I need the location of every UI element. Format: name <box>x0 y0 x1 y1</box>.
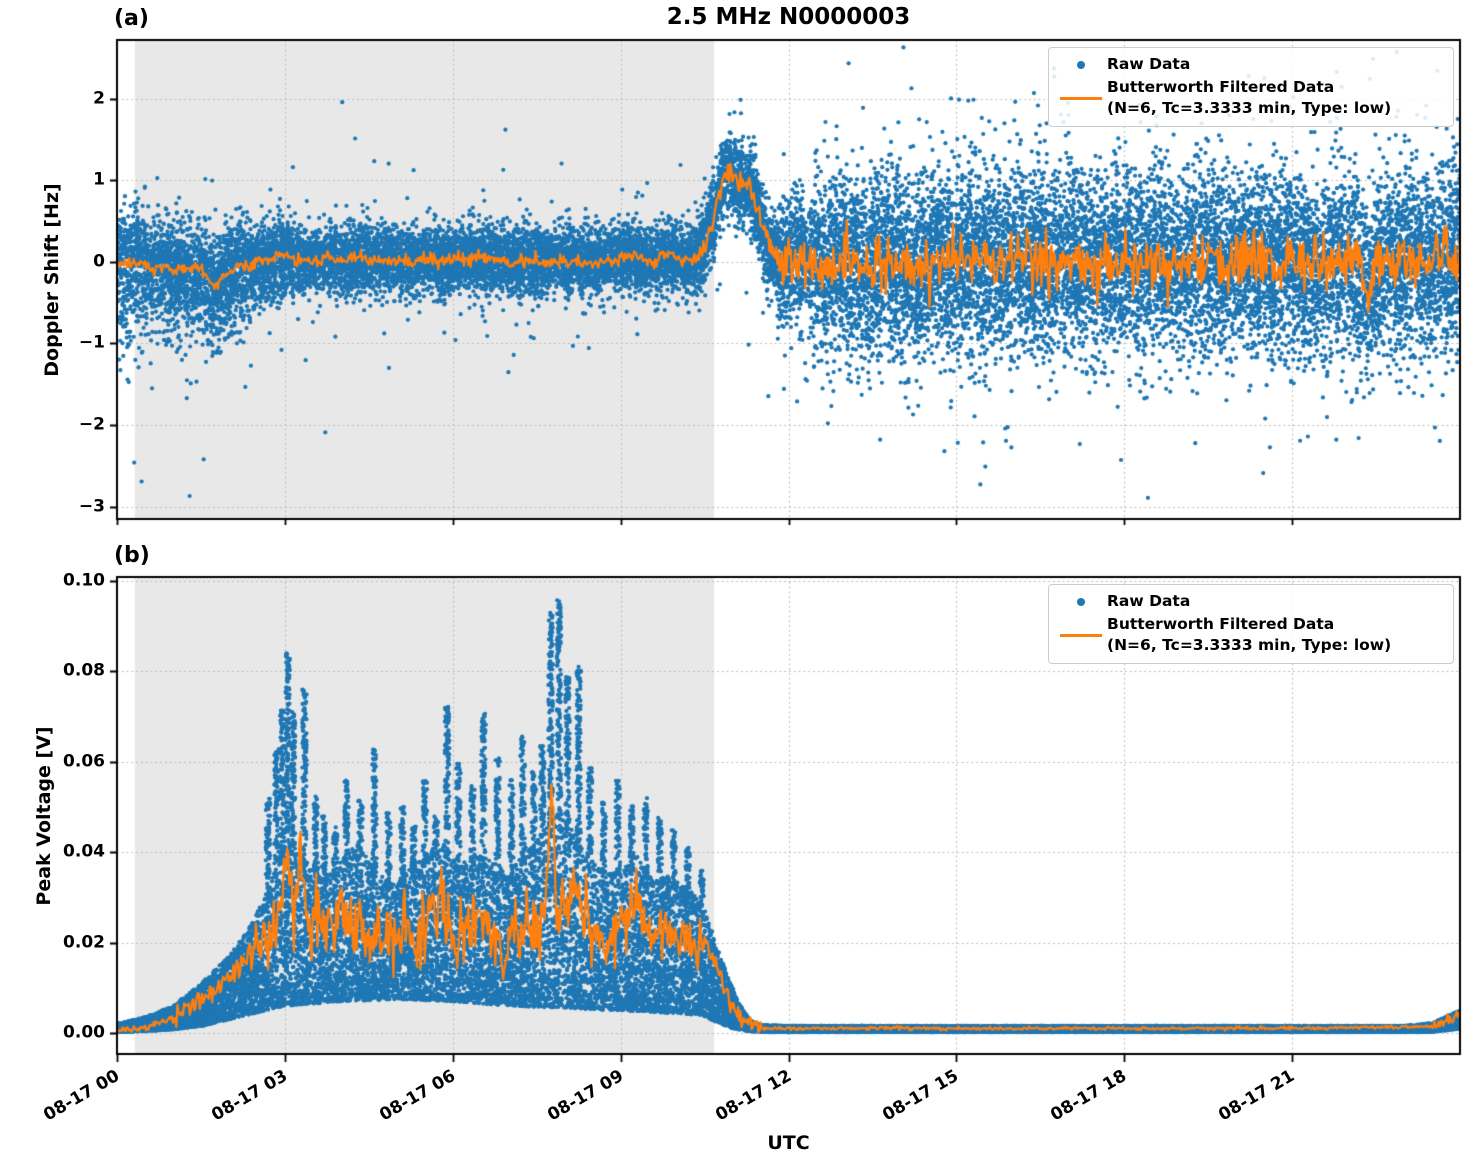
legend-entry-raw: Raw Data <box>1055 54 1443 75</box>
legend-a: Raw Data Butterworth Filtered Data (N=6,… <box>1048 47 1454 127</box>
y-tick-label-a-text: −3 <box>78 496 105 517</box>
legend-raw-label: Raw Data <box>1107 592 1191 610</box>
y-tick-label-a-text: −2 <box>78 414 105 435</box>
y-tick-label-b-text: 0.08 <box>63 661 105 682</box>
chart-title: 2.5 MHz N0000003 <box>666 4 911 30</box>
y-tick-label-b-text: 0.02 <box>63 932 105 953</box>
legend-filtered-label-line1: Butterworth Filtered Data <box>1107 78 1335 96</box>
panel-a-label: (a) <box>114 6 149 31</box>
y-tick-label-b-text: 0.00 <box>63 1022 105 1043</box>
y-tick-label-a-text: 2 <box>93 88 105 109</box>
legend-filtered-label-line2: (N=6, Tc=3.3333 min, Type: low) <box>1107 636 1392 654</box>
legend-entry-filtered: Butterworth Filtered Data (N=6, Tc=3.333… <box>1055 77 1443 119</box>
panel-b-label: (b) <box>114 543 150 568</box>
legend-filtered-label-line2: (N=6, Tc=3.3333 min, Type: low) <box>1107 99 1392 117</box>
legend-entry-filtered: Butterworth Filtered Data (N=6, Tc=3.333… <box>1055 614 1443 656</box>
y-tick-label-a-text: 0 <box>93 251 105 272</box>
y-tick-label-a-text: −1 <box>78 333 105 354</box>
legend-entry-raw: Raw Data <box>1055 591 1443 612</box>
x-axis-label: UTC <box>767 1132 810 1154</box>
y-axis-label-b: Peak Voltage [V] <box>33 726 55 906</box>
legend-raw-label: Raw Data <box>1107 55 1191 73</box>
y-tick-label-b-text: 0.04 <box>63 841 105 862</box>
filtered-line-marker-icon <box>1060 96 1102 100</box>
raw-data-marker-icon <box>1077 597 1085 606</box>
raw-data-marker-icon <box>1077 60 1085 69</box>
y-tick-label-b-text: 0.06 <box>63 751 105 772</box>
legend-b: Raw Data Butterworth Filtered Data (N=6,… <box>1048 584 1454 664</box>
filtered-line-marker-icon <box>1060 633 1102 637</box>
y-tick-label-a-text: 1 <box>93 170 105 191</box>
y-tick-label-b-text: 0.10 <box>63 570 105 591</box>
legend-filtered-label-line1: Butterworth Filtered Data <box>1107 615 1335 633</box>
y-axis-label-a: Doppler Shift [Hz] <box>41 183 63 377</box>
